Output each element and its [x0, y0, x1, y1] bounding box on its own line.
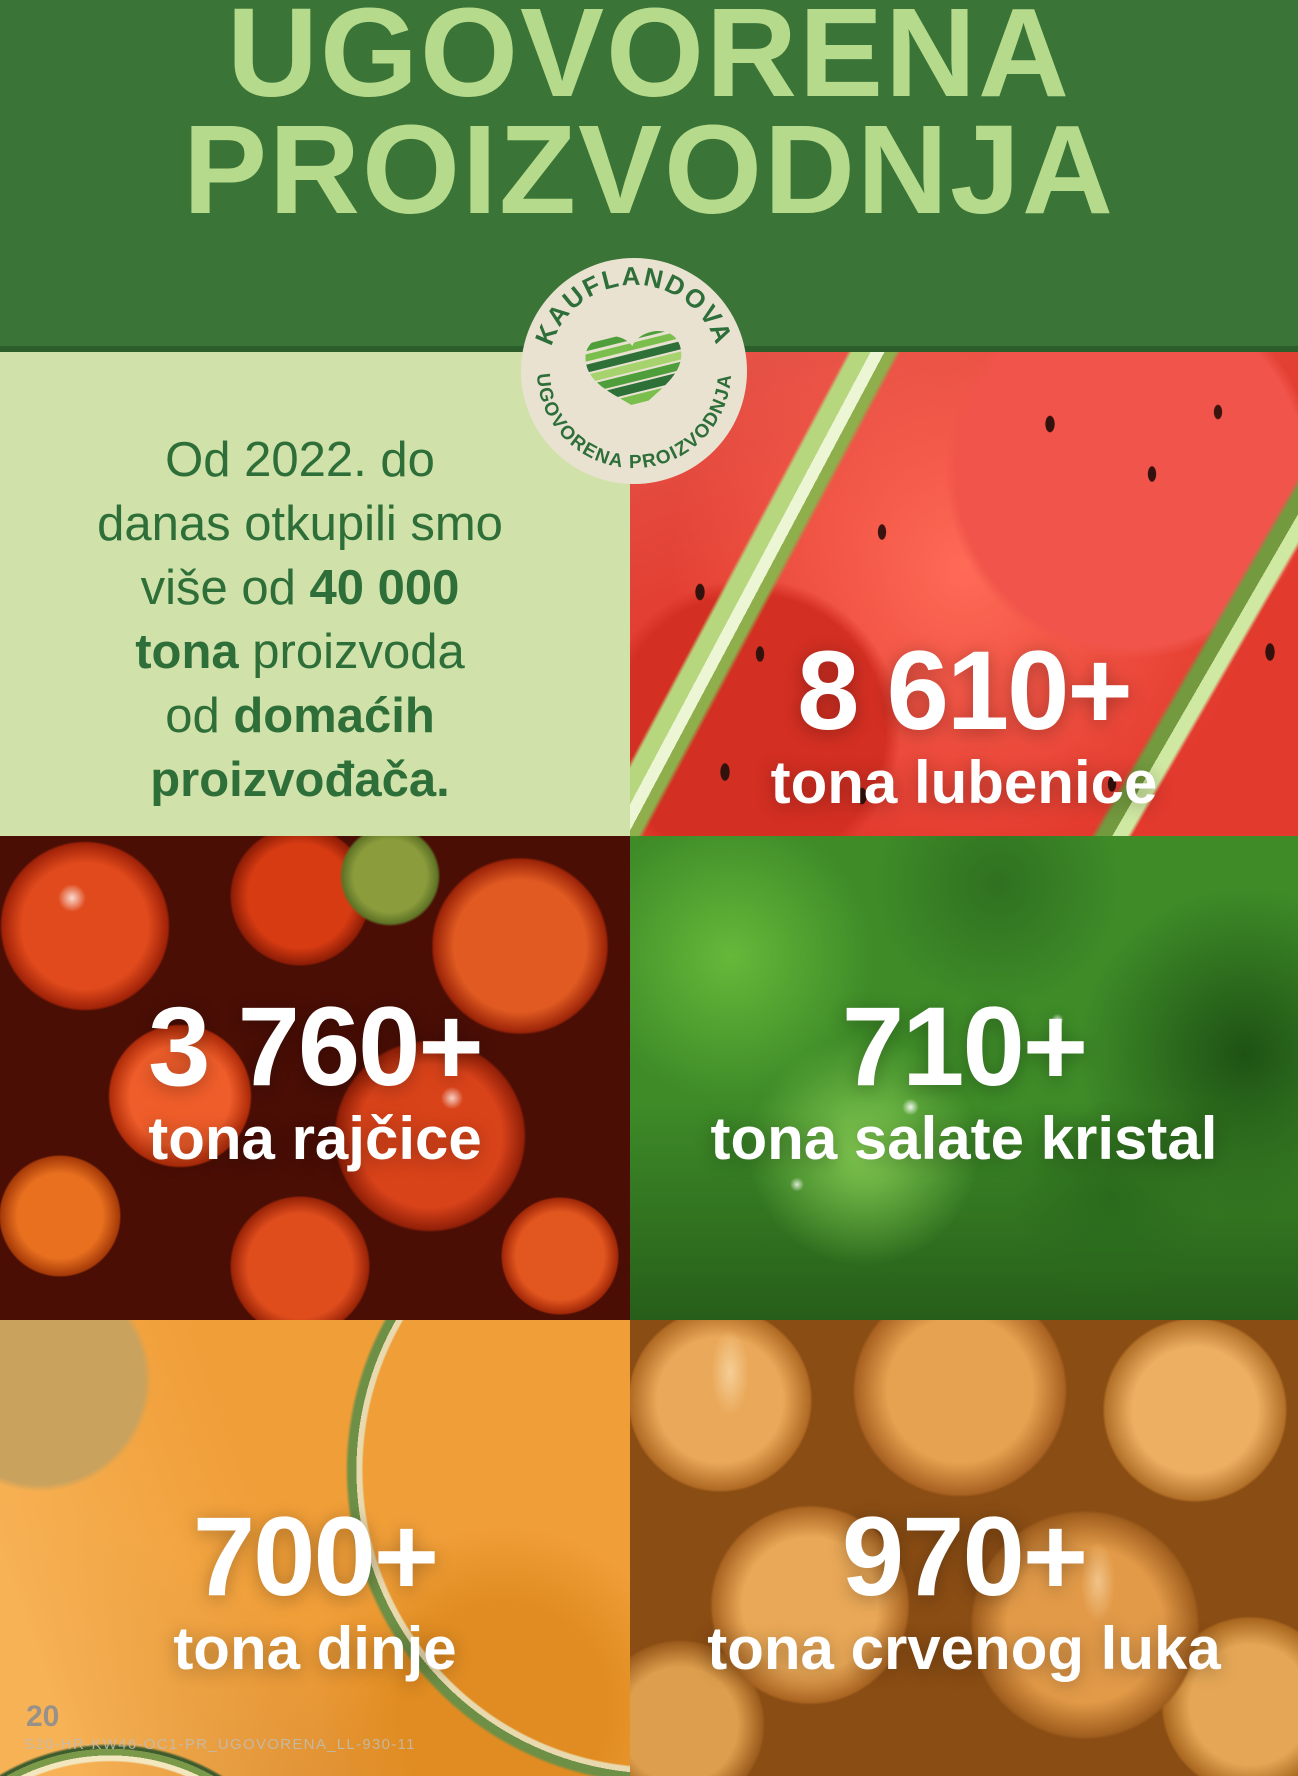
onion-photo — [630, 1320, 1298, 1776]
intro-text-line: više od 40 000 — [140, 561, 460, 615]
stat-value-lubenice: 8 610+ — [797, 628, 1133, 753]
melon-photo — [0, 1320, 630, 1776]
stat-block-lubenice: 8 610+ tona lubenice — [630, 628, 1298, 816]
intro-text-line: Od 2022. do — [165, 433, 435, 487]
stat-value-salata: 710+ — [841, 984, 1088, 1109]
stat-block-luk: 970+ tona crvenog luka — [630, 1494, 1298, 1682]
stat-block-dinja: 700+ tona dinje — [0, 1494, 630, 1682]
page-title-line2: PROIZVODNJA — [182, 99, 1116, 240]
stat-cell-rajcice: 3 760+ tona rajčice — [0, 836, 630, 1320]
stat-cell-salata: 710+ tona salate kristal — [630, 836, 1298, 1320]
stat-value-dinja: 700+ — [192, 1494, 439, 1619]
stat-value-luk: 970+ — [841, 1494, 1088, 1619]
stat-label-luk: tona crvenog luka — [707, 1615, 1221, 1682]
stat-block-salata: 710+ tona salate kristal — [630, 984, 1298, 1172]
lettuce-photo — [630, 836, 1298, 1320]
stat-value-rajcice: 3 760+ — [148, 984, 484, 1109]
page-title-line1: UGOVORENA — [226, 0, 1072, 123]
intro-panel: Od 2022. do danas otkupili smo više od 40 … — [0, 352, 630, 836]
intro-text: Od 2022. do danas otkupili smo više od 40 … — [0, 428, 600, 812]
tomato-photo — [0, 836, 630, 1320]
intro-text-line: proizvođača. — [150, 753, 450, 807]
footer-print-code: S20-HR-KW46-OC1-PR_UGOVORENA_LL-930-11 — [24, 1736, 416, 1753]
stat-cell-luk: 970+ tona crvenog luka — [630, 1320, 1298, 1776]
stat-label-rajcice: tona rajčice — [148, 1105, 482, 1172]
stat-cell-dinja: 700+ tona dinje — [0, 1320, 630, 1776]
page-number: 20 — [26, 1700, 60, 1733]
stat-label-dinja: tona dinje — [173, 1615, 457, 1682]
intro-text-line: danas otkupili smo — [97, 497, 503, 551]
stat-cell-lubenice: 8 610+ tona lubenice — [630, 352, 1298, 836]
stat-label-salata: tona salate kristal — [710, 1105, 1218, 1172]
watermelon-photo — [630, 352, 1298, 836]
intro-text-line: tona proizvoda — [135, 625, 465, 679]
stat-label-lubenice: tona lubenice — [770, 749, 1158, 816]
kaufland-contract-badge: KAUFLANDOVA UGOVORENA PROIZVODNJA — [521, 258, 747, 484]
page-title: UGOVORENA PROIZVODNJA — [0, 0, 1298, 240]
intro-text-line: od domaćih — [165, 689, 435, 743]
stat-block-rajcice: 3 760+ tona rajčice — [0, 984, 630, 1172]
